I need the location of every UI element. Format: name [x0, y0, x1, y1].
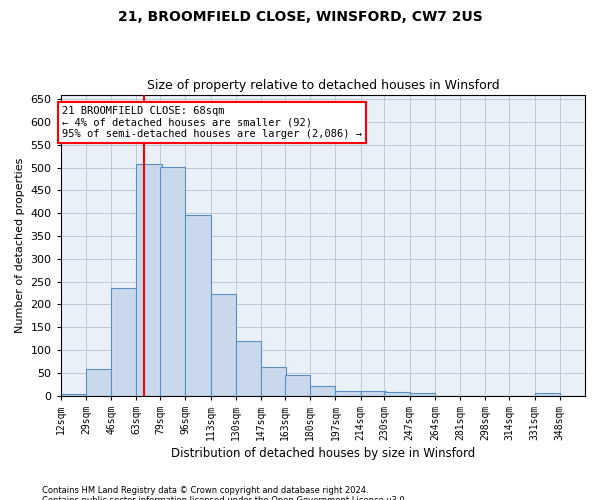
Bar — [385, 392, 410, 396]
Bar — [111, 288, 136, 396]
Bar — [261, 368, 286, 396]
Bar — [535, 394, 560, 396]
Bar — [136, 164, 162, 396]
Bar — [335, 391, 361, 396]
Bar — [410, 393, 435, 396]
Bar — [236, 341, 261, 396]
Bar — [211, 294, 236, 396]
Bar — [361, 391, 386, 396]
Bar — [61, 394, 86, 396]
Bar — [185, 215, 211, 396]
Bar — [310, 386, 335, 396]
Text: Contains public sector information licensed under the Open Government Licence v3: Contains public sector information licen… — [42, 496, 407, 500]
Title: Size of property relative to detached houses in Winsford: Size of property relative to detached ho… — [146, 79, 499, 92]
Bar — [160, 166, 185, 396]
Bar — [86, 370, 111, 396]
Y-axis label: Number of detached properties: Number of detached properties — [15, 158, 25, 333]
Text: Contains HM Land Registry data © Crown copyright and database right 2024.: Contains HM Land Registry data © Crown c… — [42, 486, 368, 495]
Text: 21 BROOMFIELD CLOSE: 68sqm
← 4% of detached houses are smaller (92)
95% of semi-: 21 BROOMFIELD CLOSE: 68sqm ← 4% of detac… — [62, 106, 362, 139]
X-axis label: Distribution of detached houses by size in Winsford: Distribution of detached houses by size … — [171, 447, 475, 460]
Text: 21, BROOMFIELD CLOSE, WINSFORD, CW7 2US: 21, BROOMFIELD CLOSE, WINSFORD, CW7 2US — [118, 10, 482, 24]
Bar — [285, 375, 310, 396]
